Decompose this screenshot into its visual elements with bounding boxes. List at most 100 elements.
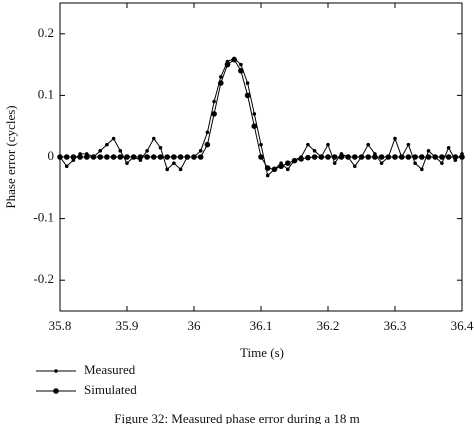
data-point — [353, 164, 357, 169]
legend-marker — [54, 369, 58, 373]
data-point — [219, 75, 223, 79]
y-tick-label: -0.1 — [33, 210, 54, 225]
x-tick-label: 36.2 — [317, 318, 340, 333]
data-point — [70, 154, 77, 160]
data-point — [98, 149, 102, 153]
data-point — [172, 161, 176, 165]
data-point — [118, 149, 123, 153]
data-point — [224, 61, 231, 68]
data-point — [271, 166, 278, 173]
data-point — [104, 154, 110, 160]
y-tick-label: -0.2 — [33, 271, 54, 286]
legend-marker — [53, 388, 59, 394]
x-tick-label: 35.9 — [116, 318, 139, 333]
data-point — [265, 173, 270, 178]
data-point — [318, 154, 325, 160]
data-point — [205, 130, 210, 135]
data-point — [459, 154, 465, 160]
data-point — [432, 154, 439, 160]
data-point — [312, 149, 317, 153]
data-point — [124, 154, 130, 160]
data-point — [372, 154, 378, 160]
data-point — [165, 167, 169, 172]
legend-label: Simulated — [84, 382, 137, 397]
data-point — [90, 154, 97, 160]
data-point — [97, 154, 103, 160]
data-point — [413, 161, 417, 165]
data-point — [366, 142, 371, 147]
data-point — [145, 149, 149, 153]
x-axis-label: Time (s) — [240, 345, 284, 360]
data-point — [446, 145, 451, 150]
data-point — [151, 154, 157, 160]
data-point — [332, 161, 337, 165]
data-point — [57, 154, 63, 160]
data-point — [286, 167, 290, 172]
data-point — [77, 154, 83, 160]
data-point — [204, 141, 211, 148]
legend-label: Measured — [84, 362, 136, 377]
data-point — [84, 154, 90, 160]
data-point — [398, 154, 405, 160]
data-point — [164, 154, 170, 160]
data-point — [144, 154, 150, 160]
data-point — [285, 160, 291, 166]
data-point — [218, 80, 224, 86]
data-point — [178, 167, 183, 172]
data-point — [385, 154, 392, 160]
data-point — [425, 154, 432, 160]
data-point — [338, 154, 345, 160]
data-point — [439, 154, 445, 160]
x-tick-label: 36.4 — [451, 318, 474, 333]
data-point — [298, 156, 305, 162]
data-point — [405, 154, 412, 160]
data-point — [264, 165, 271, 171]
data-point — [358, 154, 365, 160]
data-point — [64, 164, 69, 169]
data-point — [198, 149, 203, 153]
y-tick-label: 0 — [48, 148, 55, 163]
data-point — [252, 112, 257, 116]
data-point — [326, 142, 330, 147]
x-tick-label: 35.8 — [49, 318, 72, 333]
data-point — [259, 142, 263, 147]
data-point — [130, 154, 137, 160]
data-point — [305, 154, 311, 161]
data-point — [325, 154, 331, 160]
data-point — [419, 154, 425, 160]
data-point — [412, 154, 418, 160]
data-point — [245, 81, 250, 85]
data-point — [239, 62, 243, 67]
data-point — [420, 167, 424, 172]
data-point — [393, 136, 397, 141]
data-point — [445, 154, 452, 160]
data-point — [152, 136, 156, 141]
data-point — [244, 92, 251, 99]
x-tick-label: 36.3 — [384, 318, 407, 333]
data-point — [111, 136, 116, 141]
data-point — [345, 154, 351, 160]
data-point — [184, 154, 191, 160]
data-point — [63, 154, 70, 160]
data-point — [177, 154, 184, 160]
data-point — [212, 99, 216, 104]
data-point — [258, 154, 264, 160]
data-point — [306, 142, 310, 147]
data-point — [278, 163, 284, 170]
data-point — [291, 157, 298, 164]
x-tick-label: 36 — [188, 318, 202, 333]
data-point — [251, 123, 258, 129]
x-tick-label: 36.1 — [250, 318, 273, 333]
data-point — [211, 111, 217, 117]
data-point — [117, 154, 124, 160]
data-point — [171, 154, 177, 160]
data-point — [191, 154, 197, 160]
data-point — [331, 154, 338, 160]
data-point — [426, 149, 431, 153]
y-axis-label: Phase error (cycles) — [3, 105, 18, 208]
data-point — [197, 154, 204, 160]
data-point — [137, 154, 144, 160]
data-point — [392, 154, 398, 160]
